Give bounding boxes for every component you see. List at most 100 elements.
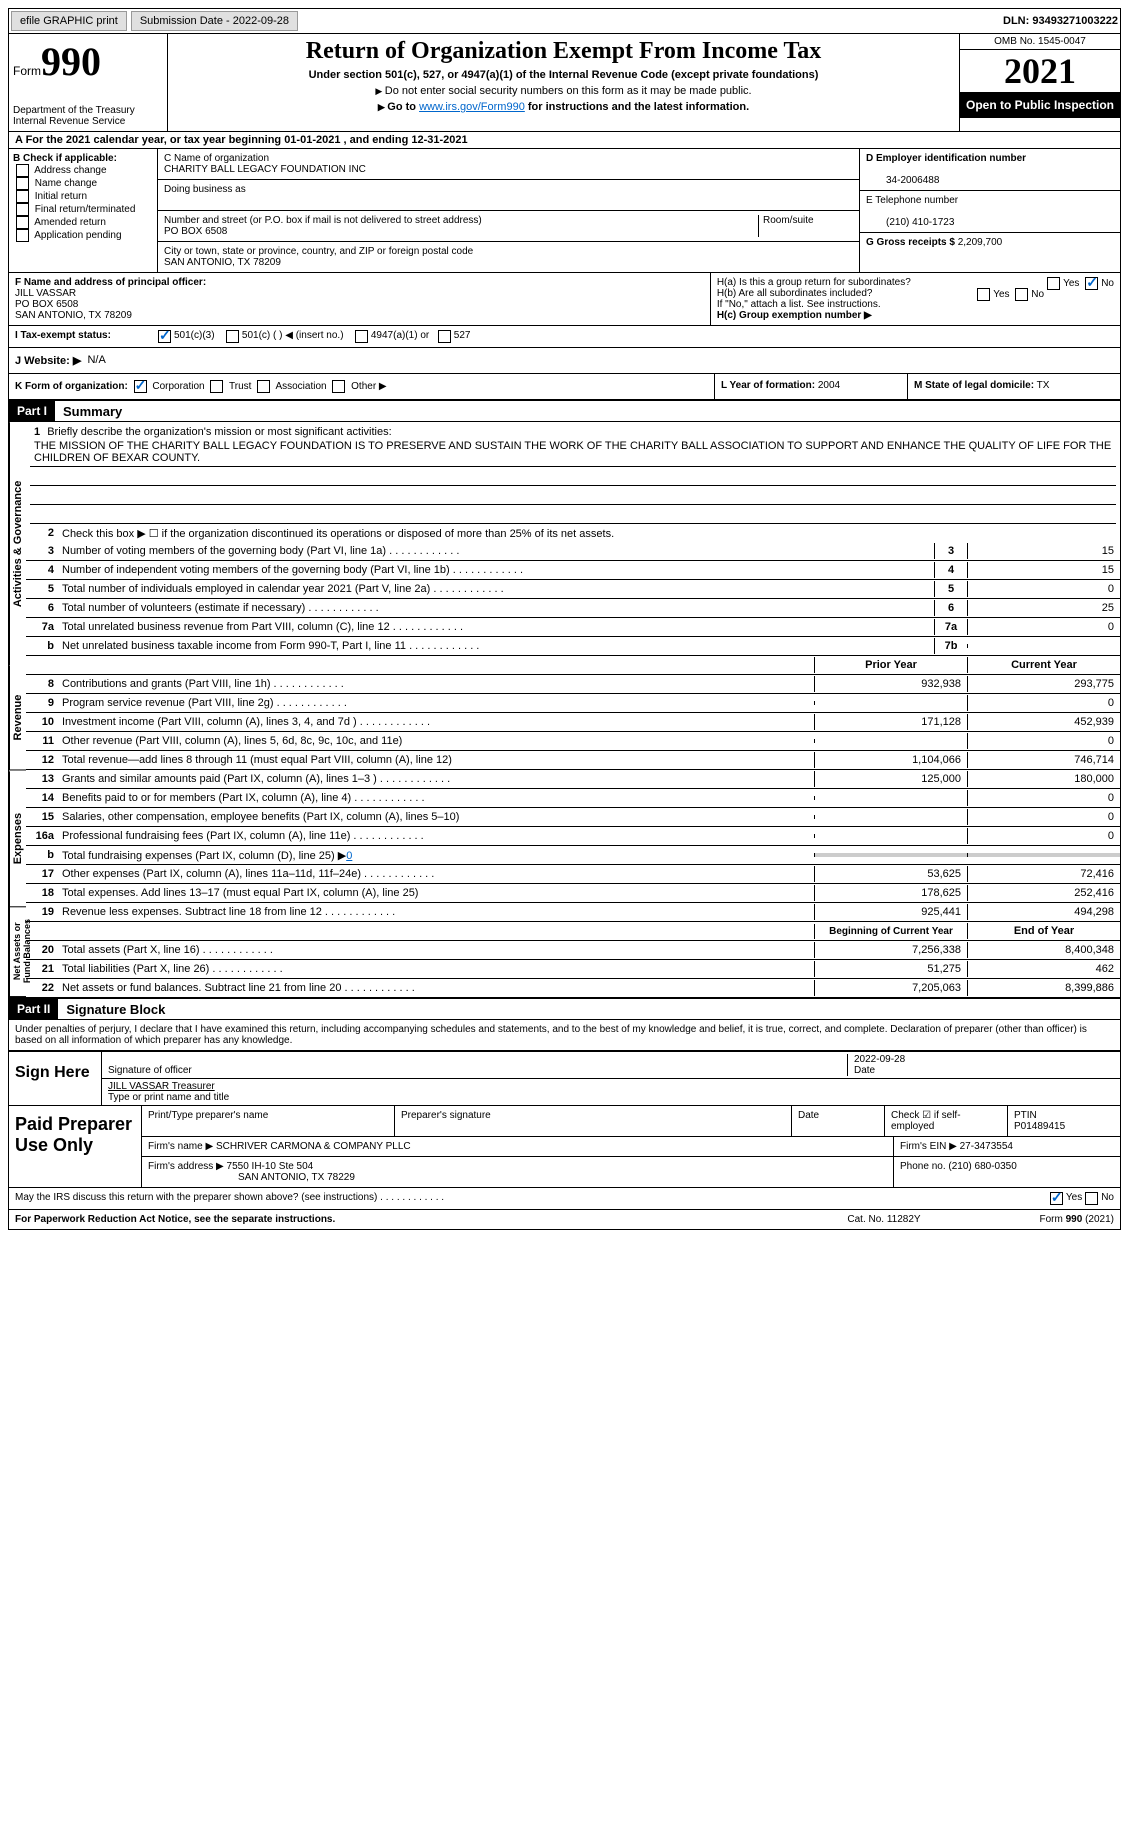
firm-name-label: Firm's name ▶ (148, 1141, 213, 1152)
p16a (814, 834, 967, 838)
ha-label: H(a) Is this a group return for subordin… (717, 277, 911, 288)
p9 (814, 701, 967, 705)
dln-label: DLN: 93493271003222 (1003, 15, 1118, 27)
form-org-label: K Form of organization: (15, 381, 128, 392)
cat-no: Cat. No. 11282Y (794, 1214, 974, 1225)
line16b-val: 0 (346, 850, 352, 862)
opt-trust: Trust (229, 381, 251, 392)
box-b-label: B Check if applicable: (13, 153, 117, 164)
line22-text: Net assets or fund balances. Subtract li… (58, 980, 814, 996)
assoc-checkbox[interactable] (257, 380, 270, 393)
p11 (814, 739, 967, 743)
print-name-label: Print/Type preparer's name (142, 1106, 395, 1136)
discuss-yes-checkbox[interactable] (1050, 1192, 1063, 1205)
c15: 0 (967, 809, 1120, 825)
opt-501c: 501(c) ( ) ◀ (insert no.) (242, 330, 344, 343)
val-6: 25 (967, 600, 1120, 616)
opt-pending: Application pending (34, 230, 121, 241)
c22: 8,399,886 (967, 980, 1120, 996)
p22: 7,205,063 (814, 980, 967, 996)
corp-checkbox[interactable] (134, 380, 147, 393)
officer-name-title: JILL VASSAR Treasurer (108, 1081, 1114, 1092)
amended-checkbox[interactable] (16, 216, 29, 229)
c18: 252,416 (967, 885, 1120, 901)
sig-date-val: 2022-09-28 (854, 1054, 905, 1065)
discuss-yes: Yes (1066, 1192, 1082, 1205)
subtitle2: Do not enter social security numbers on … (172, 85, 955, 97)
line3-text: Number of voting members of the governin… (58, 543, 934, 559)
section-a-text: A For the 2021 calendar year, or tax yea… (15, 134, 468, 146)
4947-checkbox[interactable] (355, 330, 368, 343)
form-number: 990 (41, 39, 101, 84)
line17-text: Other expenses (Part IX, column (A), lin… (58, 866, 814, 882)
discuss-text: May the IRS discuss this return with the… (15, 1192, 1047, 1205)
officer-label: F Name and address of principal officer: (15, 277, 206, 288)
501c-checkbox[interactable] (226, 330, 239, 343)
part2-header: Part II (9, 999, 58, 1019)
opt-501c3: 501(c)(3) (174, 330, 215, 343)
ein-value: 34-2006488 (866, 175, 939, 186)
officer-addr1: PO BOX 6508 (15, 299, 78, 310)
vlabel-revenue: Revenue (9, 665, 26, 770)
c10: 452,939 (967, 714, 1120, 730)
mission-text: THE MISSION OF THE CHARITY BALL LEGACY F… (30, 438, 1116, 467)
c21: 462 (967, 961, 1120, 977)
phone-label: E Telephone number (866, 195, 958, 206)
addr-label: Number and street (or P.O. box if mail i… (164, 215, 482, 226)
submission-date-tab: Submission Date - 2022-09-28 (131, 11, 298, 31)
app-pending-checkbox[interactable] (16, 229, 29, 242)
addr-value: PO BOX 6508 (164, 226, 227, 237)
room-label: Room/suite (758, 215, 853, 237)
other-checkbox[interactable] (332, 380, 345, 393)
addr-change-checkbox[interactable] (16, 164, 29, 177)
527-checkbox[interactable] (438, 330, 451, 343)
trust-checkbox[interactable] (210, 380, 223, 393)
no-label: No (1101, 278, 1114, 289)
c16a: 0 (967, 828, 1120, 844)
opt-addr-change: Address change (34, 165, 106, 176)
efile-button[interactable]: efile GRAPHIC print (11, 11, 127, 31)
prior-year-header: Prior Year (814, 657, 967, 673)
ha-yes-checkbox[interactable] (1047, 277, 1060, 290)
initial-return-checkbox[interactable] (16, 190, 29, 203)
org-name: CHARITY BALL LEGACY FOUNDATION INC (164, 164, 366, 175)
tax-year: 2021 (960, 50, 1120, 92)
phone-value: (210) 410-1723 (866, 217, 954, 228)
tax-status-label: I Tax-exempt status: (15, 330, 155, 343)
p10: 171,128 (814, 714, 967, 730)
name-change-checkbox[interactable] (16, 177, 29, 190)
line4-text: Number of independent voting members of … (58, 562, 934, 578)
firm-addr1: 7550 IH-10 Ste 504 (227, 1161, 314, 1172)
firm-phone: (210) 680-0350 (948, 1161, 1016, 1172)
part1-title: Summary (55, 404, 122, 419)
ha-no-checkbox[interactable] (1085, 277, 1098, 290)
officer-addr2: SAN ANTONIO, TX 78209 (15, 310, 132, 321)
irs-link[interactable]: www.irs.gov/Form990 (419, 101, 525, 113)
firm-addr2: SAN ANTONIO, TX 78229 (148, 1172, 355, 1183)
city-value: SAN ANTONIO, TX 78209 (164, 257, 281, 268)
self-employed-check: Check ☑ if self-employed (885, 1106, 1008, 1136)
discuss-no-checkbox[interactable] (1085, 1192, 1098, 1205)
prep-date-label: Date (792, 1106, 885, 1136)
end-year-header: End of Year (967, 923, 1120, 939)
501c3-checkbox[interactable] (158, 330, 171, 343)
website-label: J Website: ▶ (15, 354, 81, 367)
p13: 125,000 (814, 771, 967, 787)
hb-label: H(b) Are all subordinates included? (717, 288, 873, 299)
final-return-checkbox[interactable] (16, 203, 29, 216)
p17: 53,625 (814, 866, 967, 882)
hb-no-checkbox[interactable] (1015, 288, 1028, 301)
gross-value: 2,209,700 (958, 237, 1003, 248)
val-3: 15 (967, 543, 1120, 559)
discuss-no: No (1101, 1192, 1114, 1205)
val-5: 0 (967, 581, 1120, 597)
line11-text: Other revenue (Part VIII, column (A), li… (58, 733, 814, 749)
line1-text: Briefly describe the organization's miss… (47, 426, 391, 438)
line12-text: Total revenue—add lines 8 through 11 (mu… (58, 752, 814, 768)
p15 (814, 815, 967, 819)
val-7a: 0 (967, 619, 1120, 635)
hb-yes-checkbox[interactable] (977, 288, 990, 301)
line20-text: Total assets (Part X, line 16) (58, 942, 814, 958)
line6-text: Total number of volunteers (estimate if … (58, 600, 934, 616)
yes-label2: Yes (993, 289, 1009, 300)
